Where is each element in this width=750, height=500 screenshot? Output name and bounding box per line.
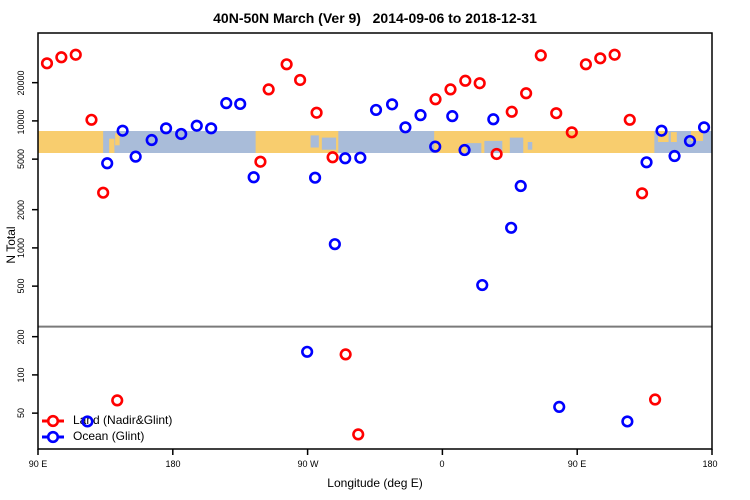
land-point <box>254 155 267 168</box>
ocean-point <box>247 171 260 184</box>
land-point <box>97 186 110 199</box>
legend-symbol-circle-ocean <box>46 430 60 444</box>
land-point <box>352 428 365 441</box>
ocean-point <box>683 134 697 148</box>
ocean-point <box>414 109 427 122</box>
ocean-point <box>697 121 711 134</box>
ocean-point <box>101 157 114 170</box>
legend-label-land: Land (Nadir&Glint) <box>73 413 173 427</box>
map-strip-land-patch <box>109 138 115 153</box>
ocean-point <box>190 119 203 132</box>
legend-symbol-circle-land <box>46 414 60 428</box>
map-strip-ocean-segment <box>527 142 533 150</box>
land-point <box>294 73 307 87</box>
ocean-point <box>553 400 566 413</box>
ocean-point <box>458 143 471 157</box>
ocean-point <box>220 97 233 110</box>
x-tick-label-3: 0 <box>439 459 445 469</box>
x-tick-label-4: 90 E <box>567 459 587 469</box>
x-axis-label: Longitude (deg E) <box>327 476 423 490</box>
ocean-point <box>655 124 668 137</box>
legend-label-ocean: Ocean (Glint) <box>73 429 145 443</box>
ocean-point <box>399 121 412 134</box>
land-point <box>534 49 547 62</box>
ocean-point <box>308 171 322 184</box>
ocean-point <box>514 179 527 193</box>
ocean-point <box>385 98 399 111</box>
land-point <box>69 48 82 61</box>
chart-title: 40N-50N March (Ver 9) 2014-09-06 to 2018… <box>213 10 537 26</box>
map-strip-land-patch <box>691 131 704 141</box>
land-point <box>85 113 98 126</box>
ocean-point <box>369 103 383 117</box>
map-strip-land-patch <box>670 132 677 142</box>
land-point <box>280 58 293 71</box>
x-tick-label-2: 90 W <box>297 459 319 469</box>
ocean-point <box>339 152 352 165</box>
ocean-point <box>446 110 459 123</box>
plot-frame <box>37 32 713 450</box>
map-strip-ocean-segment <box>310 135 319 148</box>
x-tick-label-1: 180 <box>165 459 181 469</box>
ocean-point <box>621 415 634 428</box>
ocean-point <box>205 122 218 135</box>
map-strip-ocean-segment <box>103 131 256 153</box>
ocean-point <box>116 124 129 137</box>
map-strip-ocean-segment <box>466 143 482 153</box>
ocean-point <box>354 151 367 164</box>
land-point <box>608 48 621 61</box>
land-point <box>490 147 503 161</box>
map-strip-ocean-segment <box>338 131 435 153</box>
land-point <box>55 51 68 64</box>
ocean-point <box>175 127 188 141</box>
land-point <box>326 151 339 164</box>
ocean-point <box>429 140 442 153</box>
land-point <box>505 105 518 118</box>
ocean-point <box>81 415 94 428</box>
land-point <box>339 348 352 361</box>
land-point <box>550 107 563 120</box>
ocean-point <box>640 156 653 169</box>
land-point <box>648 393 662 406</box>
land-point <box>262 83 275 96</box>
ocean-point <box>145 133 158 147</box>
ocean-point <box>668 149 681 163</box>
land-point <box>473 77 486 90</box>
land-point <box>429 93 442 106</box>
ocean-point <box>129 150 142 163</box>
land-point <box>444 83 457 96</box>
land-point <box>111 394 124 407</box>
land-point <box>565 126 578 139</box>
x-tick-label-5: 180 <box>702 459 718 469</box>
map-strip-ocean-segment <box>509 137 524 153</box>
x-tick-label-0: 90 E <box>28 459 48 469</box>
ocean-point <box>487 113 500 126</box>
land-point <box>310 106 323 119</box>
land-point <box>459 74 472 87</box>
ocean-point <box>159 122 173 135</box>
ocean-point <box>234 97 247 111</box>
ocean-point <box>328 238 341 251</box>
land-point <box>623 113 636 126</box>
land-point <box>635 187 649 200</box>
land-point <box>40 57 54 70</box>
ocean-point <box>476 278 489 292</box>
land-point <box>594 52 607 65</box>
ocean-point <box>505 221 518 234</box>
land-point <box>579 58 592 71</box>
map-strip-ocean-segment <box>321 137 337 150</box>
map-strip-land-patch <box>115 133 120 146</box>
ocean-point <box>301 345 314 358</box>
land-point <box>520 87 533 100</box>
